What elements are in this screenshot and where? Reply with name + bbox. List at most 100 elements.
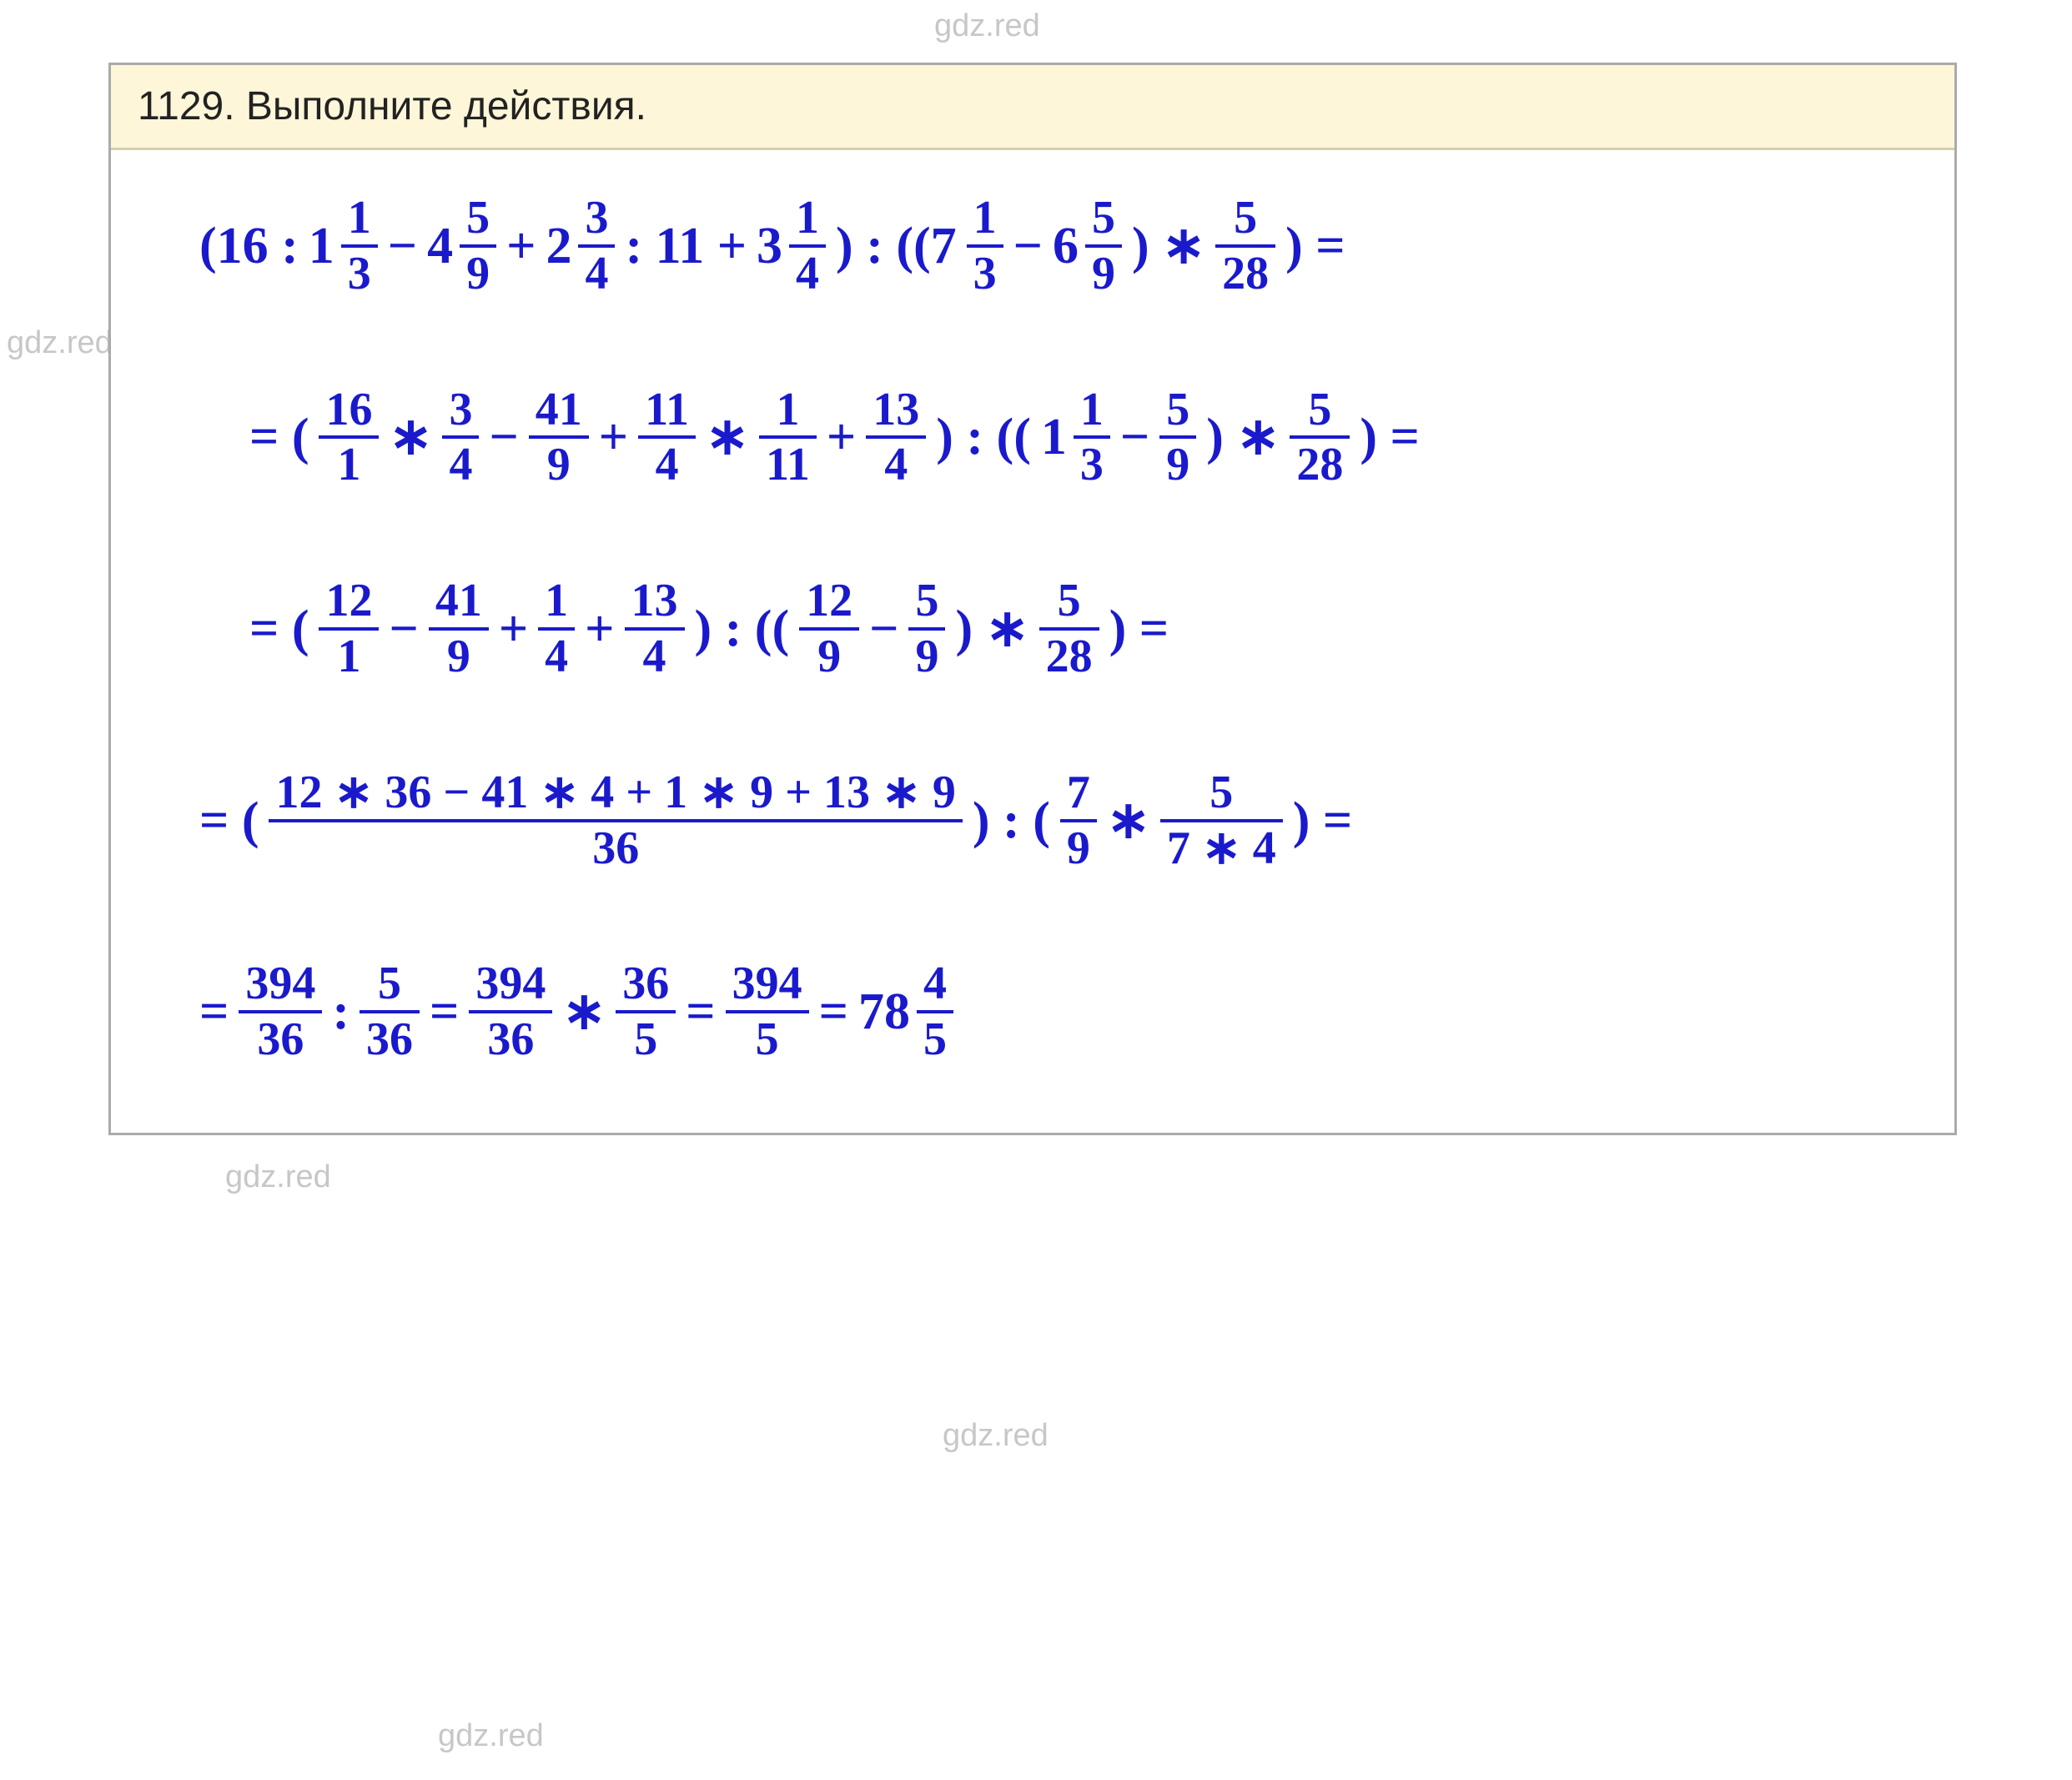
fraction: 13 bbox=[962, 192, 1008, 300]
fraction-numerator: 1 bbox=[341, 192, 378, 244]
fraction: 528 bbox=[1285, 384, 1355, 492]
fraction: 3945 bbox=[721, 958, 814, 1066]
fraction: 13 bbox=[1069, 384, 1115, 492]
fraction-denominator: 4 bbox=[538, 631, 575, 683]
page-root: gdz.redgdz.redgdz.redgdz.redgdz.redgdz.r… bbox=[0, 0, 2072, 1780]
math-text: + bbox=[594, 411, 633, 463]
equation-line: (16 : 113 − 459 + 234 : 11 + 314) : ((71… bbox=[144, 192, 1921, 300]
fraction-numerator: 3 bbox=[442, 384, 479, 436]
fraction-numerator: 5 bbox=[460, 192, 496, 244]
fraction: 12 ∗ 36 − 41 ∗ 4 + 1 ∗ 9 + 13 ∗ 936 bbox=[264, 767, 967, 875]
fraction: 59 bbox=[1080, 192, 1127, 300]
math-text: = bbox=[814, 986, 853, 1038]
fraction-numerator: 5 bbox=[1227, 192, 1264, 244]
fraction-numerator: 36 bbox=[616, 958, 676, 1010]
math-text: − bbox=[864, 603, 903, 655]
fraction: 34 bbox=[573, 192, 620, 300]
math-text: + bbox=[494, 603, 533, 655]
math-text: : bbox=[327, 986, 355, 1038]
mixed-number: 113 bbox=[1036, 384, 1115, 492]
fraction-denominator: 9 bbox=[541, 439, 577, 491]
math-text: ) ∗ bbox=[1201, 411, 1285, 463]
fraction: 34 bbox=[437, 384, 484, 492]
fraction: 536 bbox=[355, 958, 425, 1066]
fraction-denominator: 9 bbox=[1060, 822, 1097, 875]
fraction: 129 bbox=[794, 575, 864, 683]
mixed-whole: 1 bbox=[1036, 411, 1069, 463]
fraction-denominator: 4 bbox=[878, 439, 914, 491]
watermark-text: gdz.red bbox=[7, 325, 113, 361]
math-text: = bbox=[194, 986, 234, 1038]
fraction-numerator: 41 bbox=[429, 575, 489, 627]
fraction-denominator: 36 bbox=[250, 1013, 310, 1066]
fraction: 39436 bbox=[234, 958, 327, 1066]
math-text: ) : (( bbox=[931, 411, 1036, 463]
math-text: : 11 + bbox=[620, 220, 752, 272]
math-text: = bbox=[681, 986, 720, 1038]
math-text: ) ∗ bbox=[1127, 220, 1210, 272]
solution-box: 1129. Выполните действия. (16 : 113 − 45… bbox=[108, 63, 1957, 1135]
fraction-numerator: 11 bbox=[638, 384, 696, 436]
fraction-numerator: 394 bbox=[469, 958, 552, 1010]
watermark-text: gdz.red bbox=[438, 1718, 544, 1754]
math-text: ) ∗ bbox=[950, 603, 1033, 655]
fraction: 57 ∗ 4 bbox=[1155, 767, 1288, 875]
fraction-numerator: 13 bbox=[625, 575, 685, 627]
math-text: = ( bbox=[244, 603, 314, 655]
math-text: − bbox=[1115, 411, 1154, 463]
fraction-numerator: 5 bbox=[908, 575, 945, 627]
mixed-number: 113 bbox=[304, 192, 383, 300]
math-text: ) : ((7 bbox=[831, 220, 962, 272]
mixed-whole: 1 bbox=[304, 220, 336, 272]
math-text: − bbox=[1008, 220, 1048, 272]
mixed-number: 659 bbox=[1048, 192, 1127, 300]
fraction-denominator: 4 bbox=[649, 439, 686, 491]
equation-line: = 39436 : 536 = 39436 ∗ 365 = 3945 = 784… bbox=[144, 958, 1921, 1066]
math-text: + bbox=[501, 220, 541, 272]
fraction: 161 bbox=[314, 384, 384, 492]
fraction: 39436 bbox=[464, 958, 557, 1066]
fraction-denominator: 9 bbox=[908, 631, 945, 683]
math-text: ∗ bbox=[701, 411, 754, 463]
fraction-denominator: 36 bbox=[480, 1013, 541, 1066]
math-text: ∗ bbox=[557, 986, 611, 1038]
fraction: 14 bbox=[533, 575, 580, 683]
fraction-numerator: 5 bbox=[1085, 192, 1122, 244]
fraction-numerator: 3 bbox=[578, 192, 615, 244]
math-text: = ( bbox=[194, 795, 264, 847]
mixed-whole: 4 bbox=[422, 220, 455, 272]
fraction: 111 bbox=[754, 384, 822, 492]
math-text: − bbox=[384, 603, 423, 655]
equation-line: = (12 ∗ 36 − 41 ∗ 4 + 1 ∗ 9 + 13 ∗ 936) … bbox=[144, 767, 1921, 875]
fraction-numerator: 5 bbox=[371, 958, 408, 1010]
watermark-text: gdz.red bbox=[934, 8, 1040, 44]
fraction-numerator: 394 bbox=[726, 958, 809, 1010]
fraction-numerator: 7 bbox=[1060, 767, 1097, 819]
math-text: ) = bbox=[1288, 795, 1357, 847]
mixed-whole: 6 bbox=[1048, 220, 1080, 272]
fraction-denominator: 4 bbox=[789, 248, 826, 300]
fraction: 121 bbox=[314, 575, 384, 683]
math-text: − bbox=[484, 411, 523, 463]
fraction: 79 bbox=[1055, 767, 1102, 875]
fraction: 59 bbox=[903, 575, 950, 683]
fraction-numerator: 13 bbox=[866, 384, 926, 436]
fraction: 59 bbox=[455, 192, 501, 300]
math-text: ∗ bbox=[1102, 795, 1155, 847]
math-text: ) : ( bbox=[968, 795, 1055, 847]
fraction-numerator: 4 bbox=[917, 958, 953, 1010]
fraction-denominator: 4 bbox=[442, 439, 479, 491]
watermark-text: gdz.red bbox=[225, 1159, 331, 1195]
math-text: + bbox=[822, 411, 861, 463]
fraction-denominator: 28 bbox=[1215, 248, 1275, 300]
fraction-numerator: 5 bbox=[1203, 767, 1240, 819]
fraction-denominator: 28 bbox=[1290, 439, 1350, 491]
fraction-denominator: 4 bbox=[636, 631, 673, 683]
fraction-denominator: 36 bbox=[586, 822, 646, 875]
fraction: 13 bbox=[336, 192, 383, 300]
fraction-numerator: 1 bbox=[769, 384, 806, 436]
problem-header: 1129. Выполните действия. bbox=[111, 65, 1954, 150]
math-text: ∗ bbox=[384, 411, 437, 463]
fraction-numerator: 1 bbox=[789, 192, 826, 244]
fraction-denominator: 5 bbox=[627, 1013, 664, 1066]
